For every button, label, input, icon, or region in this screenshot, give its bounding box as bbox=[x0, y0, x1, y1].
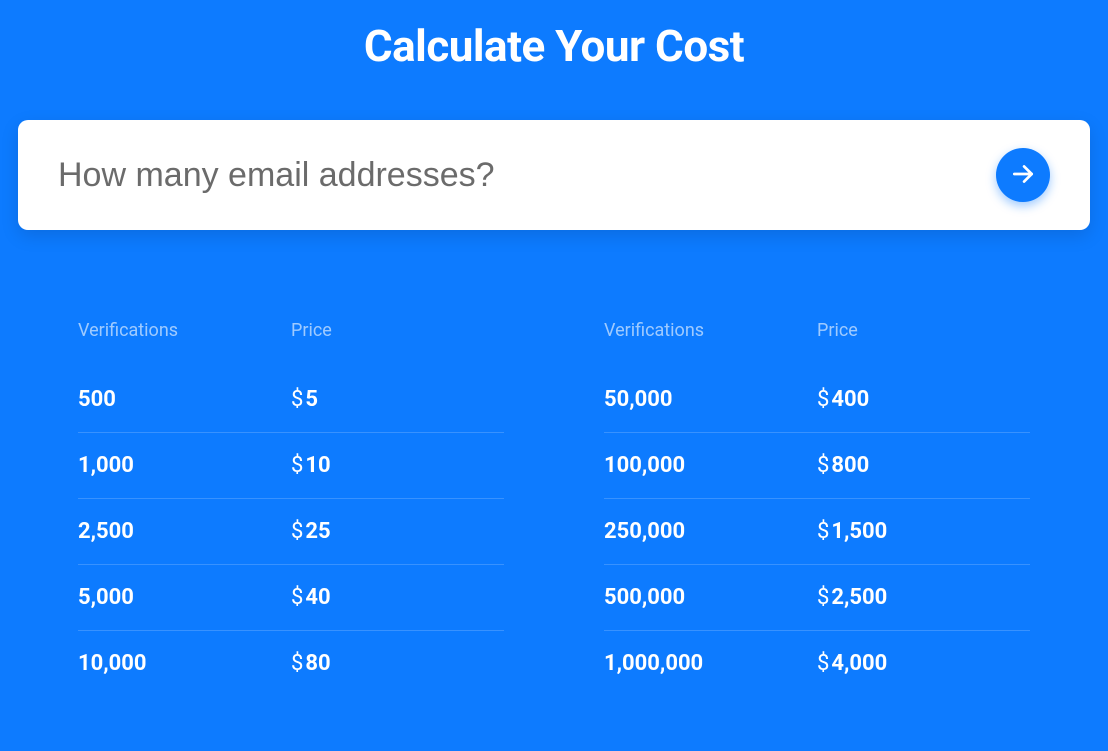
verifications-value: 5,000 bbox=[78, 585, 291, 610]
price-amount: 80 bbox=[305, 651, 330, 676]
currency-symbol: $ bbox=[817, 453, 829, 478]
header-verifications: Verifications bbox=[78, 320, 291, 341]
table-row: 50,000 $400 bbox=[604, 367, 1030, 433]
verifications-value: 50,000 bbox=[604, 387, 817, 412]
verifications-value: 500,000 bbox=[604, 585, 817, 610]
header-price: Price bbox=[291, 320, 504, 341]
currency-symbol: $ bbox=[817, 387, 829, 412]
table-row: 1,000,000 $4,000 bbox=[604, 631, 1030, 696]
price-amount: 400 bbox=[831, 387, 869, 412]
price-value: $10 bbox=[291, 453, 504, 478]
currency-symbol: $ bbox=[291, 651, 303, 676]
currency-symbol: $ bbox=[817, 585, 829, 610]
header-verifications: Verifications bbox=[604, 320, 817, 341]
table-row: 5,000 $40 bbox=[78, 565, 504, 631]
price-value: $80 bbox=[291, 651, 504, 676]
price-amount: 10 bbox=[305, 453, 330, 478]
price-value: $25 bbox=[291, 519, 504, 544]
table-row: 500,000 $2,500 bbox=[604, 565, 1030, 631]
price-amount: 4,000 bbox=[831, 651, 887, 676]
header-price: Price bbox=[817, 320, 1030, 341]
verifications-value: 100,000 bbox=[604, 453, 817, 478]
currency-symbol: $ bbox=[291, 387, 303, 412]
verifications-value: 10,000 bbox=[78, 651, 291, 676]
submit-button[interactable] bbox=[996, 148, 1050, 202]
pricing-column-right: Verifications Price 50,000 $400 100,000 … bbox=[604, 320, 1030, 696]
price-value: $400 bbox=[817, 387, 1030, 412]
table-row: 100,000 $800 bbox=[604, 433, 1030, 499]
currency-symbol: $ bbox=[291, 453, 303, 478]
table-row: 2,500 $25 bbox=[78, 499, 504, 565]
arrow-right-icon bbox=[1010, 161, 1036, 190]
table-row: 10,000 $80 bbox=[78, 631, 504, 696]
price-value: $1,500 bbox=[817, 519, 1030, 544]
currency-symbol: $ bbox=[291, 585, 303, 610]
price-amount: 2,500 bbox=[831, 585, 887, 610]
price-amount: 1,500 bbox=[831, 519, 887, 544]
email-count-card bbox=[18, 120, 1090, 230]
page-title: Calculate Your Cost bbox=[18, 20, 1090, 72]
price-amount: 40 bbox=[305, 585, 330, 610]
cost-calculator: Calculate Your Cost Verifications Price … bbox=[0, 0, 1108, 696]
pricing-header: Verifications Price bbox=[604, 320, 1030, 341]
currency-symbol: $ bbox=[817, 519, 829, 544]
pricing-header: Verifications Price bbox=[78, 320, 504, 341]
price-value: $2,500 bbox=[817, 585, 1030, 610]
price-amount: 5 bbox=[305, 387, 318, 412]
price-amount: 25 bbox=[305, 519, 330, 544]
verifications-value: 1,000,000 bbox=[604, 651, 817, 676]
pricing-table: Verifications Price 500 $5 1,000 $10 2,5… bbox=[18, 320, 1090, 696]
currency-symbol: $ bbox=[817, 651, 829, 676]
currency-symbol: $ bbox=[291, 519, 303, 544]
table-row: 500 $5 bbox=[78, 367, 504, 433]
price-value: $800 bbox=[817, 453, 1030, 478]
verifications-value: 250,000 bbox=[604, 519, 817, 544]
price-value: $40 bbox=[291, 585, 504, 610]
verifications-value: 1,000 bbox=[78, 453, 291, 478]
table-row: 1,000 $10 bbox=[78, 433, 504, 499]
table-row: 250,000 $1,500 bbox=[604, 499, 1030, 565]
price-value: $5 bbox=[291, 387, 504, 412]
price-value: $4,000 bbox=[817, 651, 1030, 676]
email-count-input[interactable] bbox=[58, 156, 996, 195]
verifications-value: 500 bbox=[78, 387, 291, 412]
price-amount: 800 bbox=[831, 453, 869, 478]
pricing-column-left: Verifications Price 500 $5 1,000 $10 2,5… bbox=[78, 320, 504, 696]
verifications-value: 2,500 bbox=[78, 519, 291, 544]
